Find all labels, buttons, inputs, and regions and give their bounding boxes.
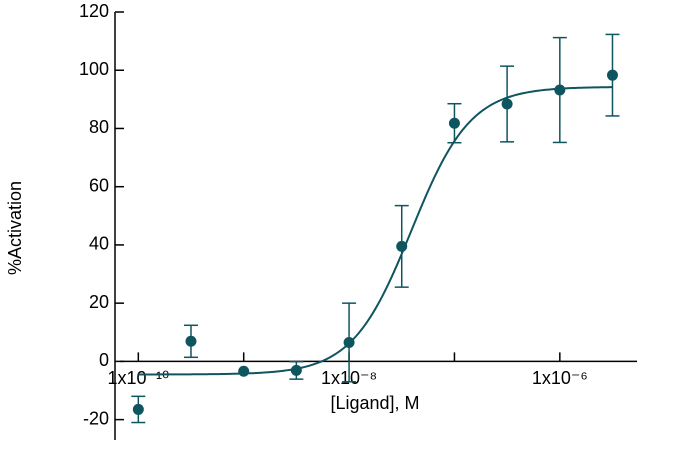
data-point xyxy=(238,365,250,377)
data-point xyxy=(396,240,408,252)
y-tick-label: 40 xyxy=(89,234,109,254)
data-point xyxy=(290,364,302,376)
data-point xyxy=(554,84,566,96)
y-axis-label: %Activation xyxy=(5,181,25,275)
x-axis-label: [Ligand], M xyxy=(330,393,419,413)
data-point xyxy=(343,336,355,348)
x-tick-label: 1x10⁻¹⁰ xyxy=(107,368,169,388)
data-point xyxy=(132,403,144,415)
y-tick-label: 100 xyxy=(79,59,109,79)
y-tick-label: 80 xyxy=(89,117,109,137)
y-tick-label: -20 xyxy=(83,408,109,428)
y-tick-label: 0 xyxy=(99,350,109,370)
fit-curve xyxy=(138,86,613,376)
data-point xyxy=(606,69,618,81)
y-tick-label: 120 xyxy=(79,1,109,21)
data-point xyxy=(448,117,460,129)
data-point xyxy=(185,335,197,347)
y-tick-label: 60 xyxy=(89,175,109,195)
y-tick-label: 20 xyxy=(89,292,109,312)
x-tick-label: 1x10⁻⁶ xyxy=(532,368,588,388)
data-point xyxy=(501,98,513,110)
